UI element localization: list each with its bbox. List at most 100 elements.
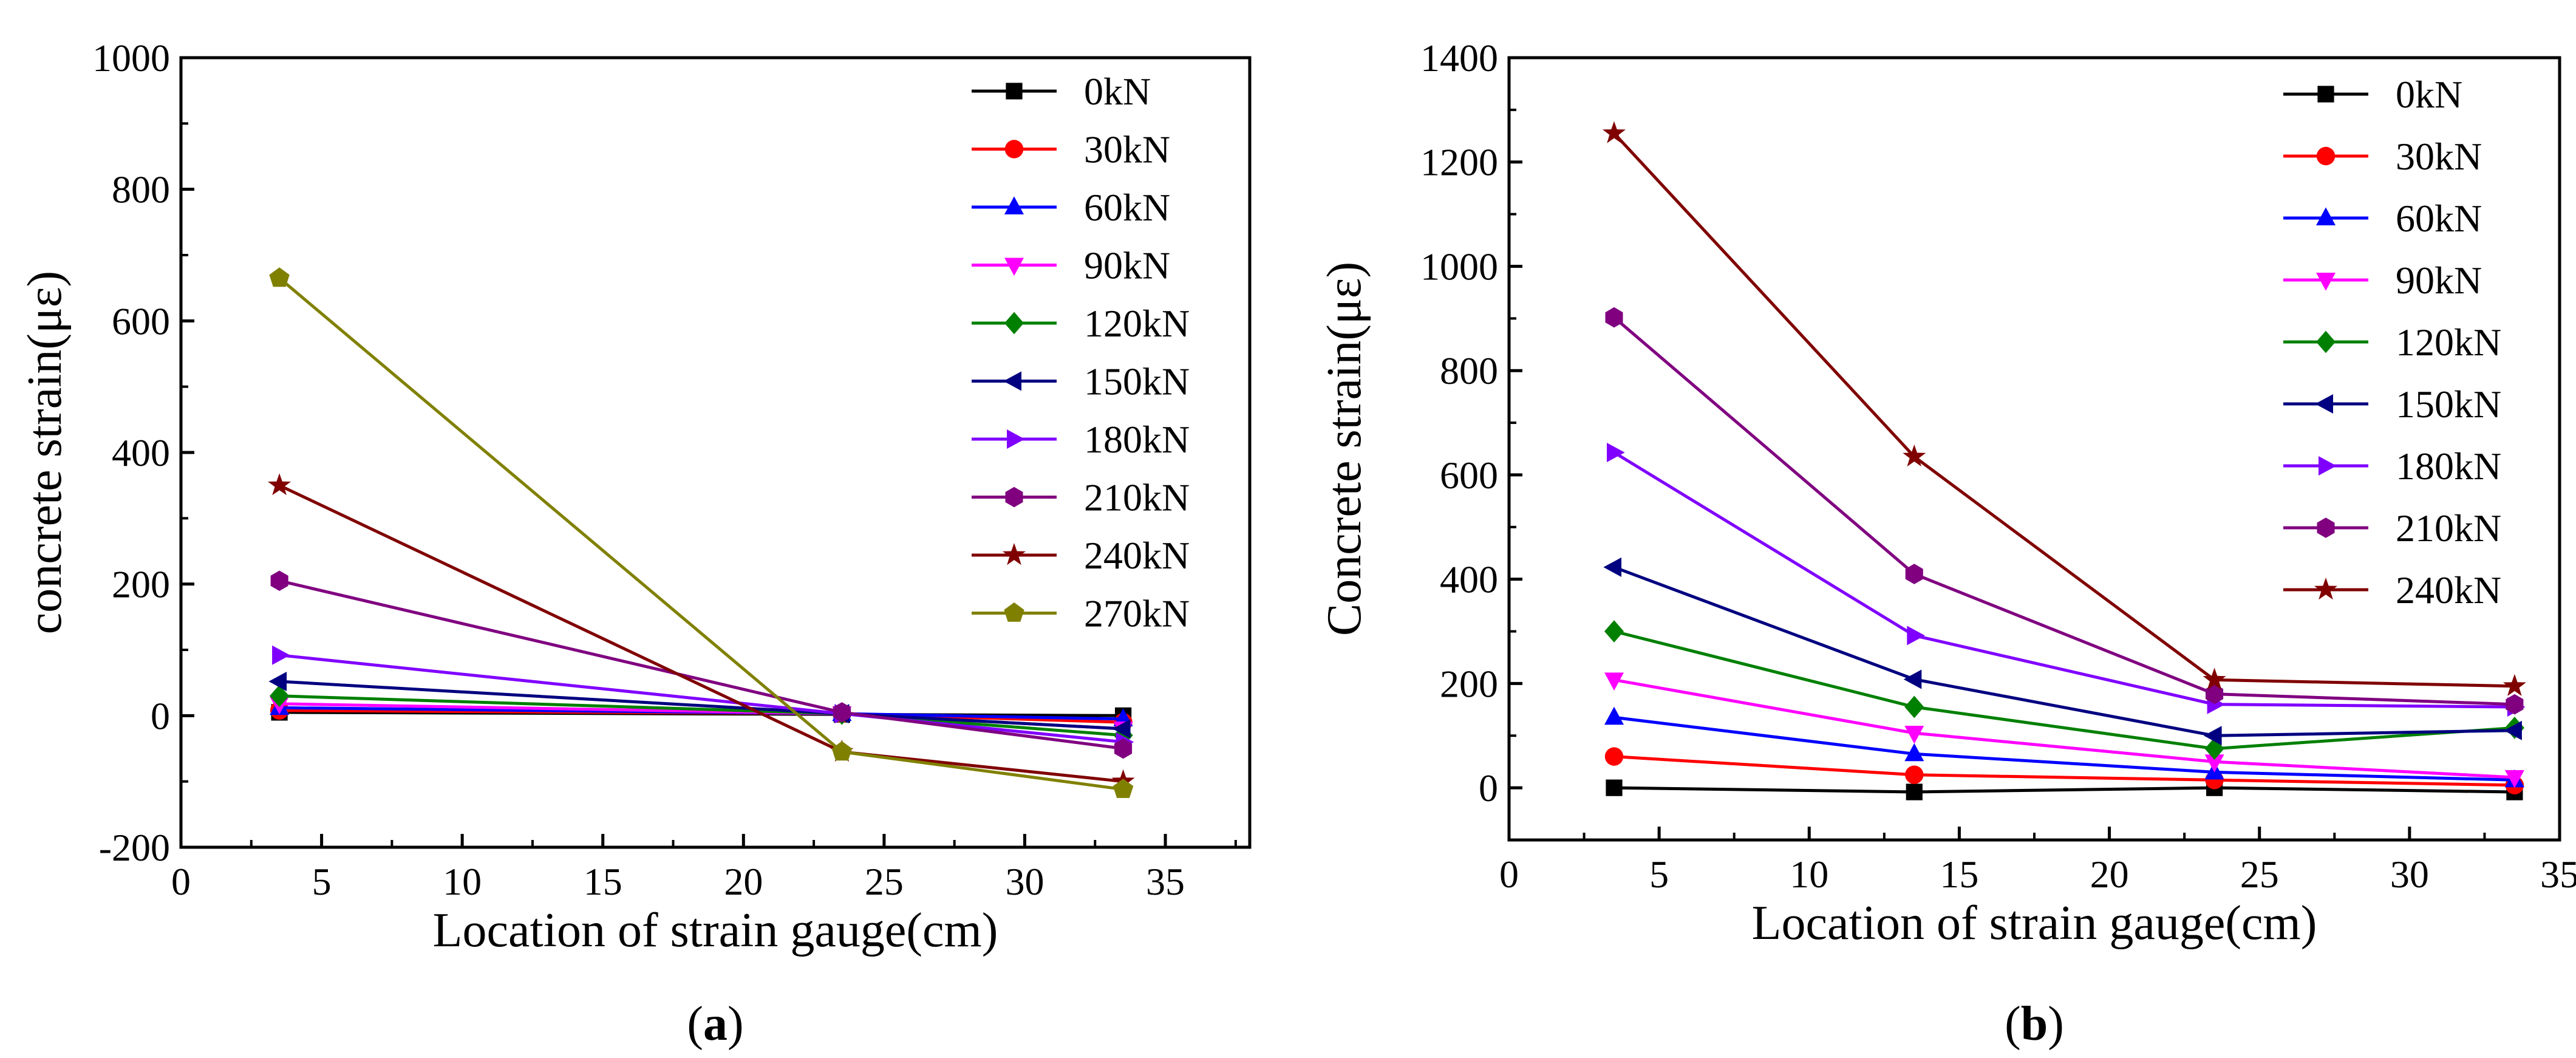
x-tick-label: 10 bbox=[1790, 853, 1828, 896]
y-tick-label: -200 bbox=[99, 826, 170, 869]
legend: 0kN 30kN 60kN 90kN 120kN 150kN 180kN 210kN 240kN bbox=[2283, 73, 2501, 612]
series-line bbox=[1613, 451, 2515, 709]
series-line bbox=[1613, 755, 2515, 787]
x-tick-label: 20 bbox=[2090, 853, 2129, 896]
series-line bbox=[1613, 678, 2515, 779]
legend-marker bbox=[1003, 543, 1026, 565]
legend-label: 30kN bbox=[2396, 135, 2482, 178]
x-tick-label: 25 bbox=[2240, 853, 2279, 896]
series-line bbox=[1613, 715, 2515, 782]
legend-marker bbox=[1005, 486, 1023, 508]
x-tick-label: 5 bbox=[1649, 853, 1669, 896]
series-120kN bbox=[1604, 620, 2524, 760]
data-point bbox=[270, 570, 288, 591]
x-tick-label: 30 bbox=[2390, 853, 2429, 896]
x-tick-label: 35 bbox=[1146, 860, 1185, 903]
panel-label: (b) bbox=[2005, 997, 2064, 1051]
data-point bbox=[1904, 743, 1924, 762]
series-line bbox=[1613, 786, 2515, 794]
legend-label: 240kN bbox=[2396, 568, 2501, 612]
data-point bbox=[1604, 672, 1624, 691]
legend-label: 180kN bbox=[2396, 445, 2501, 488]
data-point bbox=[1113, 779, 1134, 798]
legend-label: 0kN bbox=[1084, 70, 1151, 113]
series-180kN bbox=[1607, 443, 2526, 717]
legend-marker bbox=[2317, 86, 2334, 103]
legend-marker bbox=[1004, 602, 1024, 622]
data-point bbox=[1907, 626, 1925, 646]
data-point bbox=[1604, 706, 1624, 725]
legend-label: 120kN bbox=[2396, 321, 2501, 364]
series-270kN bbox=[269, 267, 1134, 798]
data-point bbox=[268, 672, 287, 691]
data-point bbox=[833, 702, 851, 723]
y-axis-label: Concrete strain(με) bbox=[1318, 262, 1371, 636]
data-point bbox=[272, 645, 290, 665]
x-tick-label: 10 bbox=[443, 860, 482, 903]
legend-marker bbox=[1004, 140, 1024, 159]
y-tick-label: 800 bbox=[112, 168, 170, 211]
data-point bbox=[2204, 726, 2222, 746]
legend-label: 90kN bbox=[1084, 244, 1170, 287]
legend-label: 90kN bbox=[2396, 259, 2482, 302]
legend-marker bbox=[1004, 312, 1024, 335]
panel-a: 0 5 10 15 20 25 30 35-20002004006008001000Locat… bbox=[18, 36, 1252, 1051]
data-point bbox=[1604, 620, 1624, 643]
series-150kN bbox=[1603, 557, 2522, 746]
y-tick-label: 400 bbox=[112, 431, 170, 474]
data-point bbox=[2206, 683, 2224, 705]
series-line bbox=[1613, 316, 2515, 706]
legend-label: 0kN bbox=[2396, 73, 2462, 116]
legend-label: 210kN bbox=[2396, 507, 2501, 550]
series-line bbox=[1613, 630, 2515, 751]
y-tick-label: 0 bbox=[1479, 766, 1498, 810]
data-point bbox=[1905, 564, 1923, 584]
data-point bbox=[831, 741, 853, 761]
data-point bbox=[1603, 557, 1621, 577]
legend-label: 120kN bbox=[1084, 302, 1190, 345]
series-240kN bbox=[1603, 121, 2526, 696]
legend-label: 270kN bbox=[1084, 592, 1190, 635]
legend-label: 60kN bbox=[1084, 186, 1170, 229]
series-210kN bbox=[1605, 307, 2524, 715]
data-point bbox=[1906, 783, 1923, 800]
y-tick-label: 0 bbox=[151, 694, 170, 737]
data-point bbox=[1607, 443, 1625, 462]
series-line bbox=[1613, 565, 2515, 737]
legend-label: 210kN bbox=[1084, 476, 1190, 519]
data-point bbox=[1904, 726, 1924, 744]
data-point bbox=[1606, 779, 1623, 796]
series-90kN bbox=[1604, 672, 2524, 788]
legend-marker bbox=[1006, 83, 1023, 100]
x-tick-label: 15 bbox=[1940, 853, 1978, 896]
y-tick-label: 400 bbox=[1440, 558, 1498, 601]
data-point bbox=[2504, 770, 2524, 788]
legend-marker bbox=[2316, 273, 2336, 291]
y-tick-label: 600 bbox=[112, 299, 170, 343]
x-axis-label: Location of strain gauge(cm) bbox=[1752, 896, 2317, 950]
legend-label: 180kN bbox=[1084, 418, 1190, 461]
x-axis-label: Location of strain gauge(cm) bbox=[433, 904, 998, 957]
series-210kN bbox=[270, 570, 1133, 759]
legend-label: 30kN bbox=[1084, 128, 1170, 171]
legend-label: 240kN bbox=[1084, 534, 1190, 577]
legend: 0kN 30kN 60kN 90kN 120kN 150kN 180kN 210kN 240kN… bbox=[972, 70, 1190, 635]
data-point bbox=[2204, 754, 2224, 773]
x-tick-label: 5 bbox=[312, 860, 332, 903]
x-tick-label: 35 bbox=[2540, 853, 2576, 896]
y-tick-label: 1000 bbox=[92, 36, 170, 80]
y-tick-label: 600 bbox=[1440, 454, 1498, 497]
panel-label: (a) bbox=[687, 997, 743, 1051]
data-point bbox=[2504, 720, 2522, 740]
y-tick-label: 800 bbox=[1440, 349, 1498, 392]
y-tick-label: 1000 bbox=[1420, 245, 1498, 288]
legend-marker bbox=[1003, 371, 1021, 391]
x-tick-label: 20 bbox=[724, 860, 763, 903]
legend-marker bbox=[1004, 196, 1024, 214]
data-point bbox=[1605, 307, 1623, 328]
x-tick-label: 25 bbox=[865, 860, 904, 903]
x-tick-label: 15 bbox=[584, 860, 622, 903]
data-point bbox=[268, 473, 291, 496]
legend-marker bbox=[2315, 394, 2333, 414]
